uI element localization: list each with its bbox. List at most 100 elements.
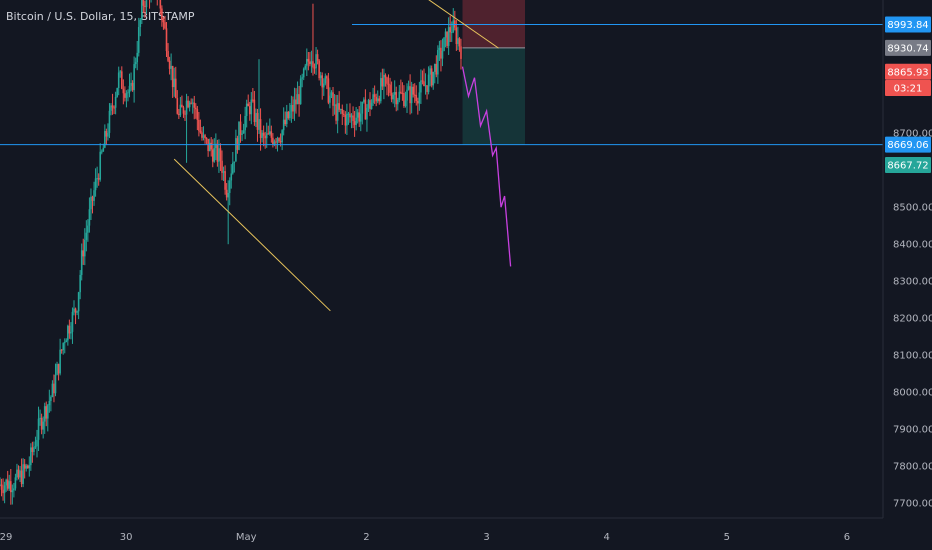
- candle-body: [119, 71, 122, 73]
- candle-body: [179, 104, 182, 116]
- candle-body: [322, 83, 325, 88]
- candle-body: [88, 209, 91, 226]
- candle-body: [427, 74, 430, 92]
- candle-body: [127, 92, 129, 94]
- candle-body: [31, 447, 34, 452]
- candle-body: [14, 477, 17, 489]
- drawing-tools[interactable]: [0, 0, 883, 312]
- candle-body: [114, 96, 117, 108]
- candle-body: [458, 38, 461, 47]
- time-tick-label: 3: [483, 532, 489, 543]
- candle-body: [40, 417, 43, 430]
- candle-body: [298, 94, 300, 105]
- price-tick-label: 8000.00: [893, 388, 932, 399]
- candle-body: [346, 113, 348, 126]
- candle-body: [443, 37, 445, 51]
- candle-body: [178, 113, 180, 116]
- candle-body: [181, 104, 183, 108]
- candle-body: [159, 0, 162, 9]
- time-tick-label: 30: [120, 532, 133, 543]
- candle-body: [393, 92, 396, 95]
- candle-body: [398, 91, 401, 100]
- candle-body: [387, 83, 390, 85]
- candle-body: [293, 99, 296, 112]
- price-badges: 8993.84 8930.74 8865.93 03:21 8669.06 8667.72: [885, 16, 931, 174]
- candle-body: [347, 113, 350, 115]
- candle-body: [460, 46, 462, 59]
- candle-body: [111, 105, 114, 108]
- candle-body: [409, 86, 411, 104]
- candle-body: [164, 22, 166, 29]
- candle-body: [70, 331, 72, 334]
- candle-body: [96, 178, 98, 180]
- candle-body: [335, 104, 337, 121]
- candle-body: [239, 121, 242, 135]
- candle-body: [20, 470, 23, 485]
- candle-body: [228, 180, 231, 193]
- candle-body: [352, 115, 354, 122]
- position-tool[interactable]: [462, 0, 525, 145]
- candle-body: [168, 60, 171, 69]
- candle-body: [279, 141, 282, 143]
- candle-body: [339, 108, 342, 110]
- candle-body: [48, 401, 51, 406]
- time-tick-label: May: [236, 532, 257, 543]
- candle-body: [99, 151, 102, 180]
- candle-body: [208, 142, 211, 151]
- candle-body: [413, 94, 416, 96]
- symbol-title: Bitcoin / U.S. Dollar, 15, BITSTAMP: [6, 10, 195, 23]
- candle-body: [211, 149, 214, 162]
- candle-body: [80, 250, 83, 275]
- take-profit-zone[interactable]: [462, 47, 525, 145]
- candle-body: [299, 78, 302, 105]
- candle-body: [222, 171, 225, 173]
- candle-body: [273, 141, 276, 145]
- candle-body: [404, 100, 407, 107]
- candle-body: [225, 189, 228, 198]
- time-axis[interactable]: 29 30 May 2 3 4 5 6: [0, 517, 883, 543]
- candle-body: [230, 173, 233, 181]
- candle-body: [5, 479, 7, 486]
- candle-body: [302, 68, 305, 78]
- trendline-1[interactable]: [402, 0, 499, 49]
- candle-body: [91, 196, 94, 201]
- candle-body: [255, 112, 257, 123]
- candle-body: [162, 19, 165, 23]
- candle-body: [336, 103, 339, 121]
- trendline-0[interactable]: [173, 158, 331, 312]
- candle-body: [321, 75, 324, 88]
- candle-body: [79, 274, 81, 293]
- candle-body: [174, 78, 177, 99]
- candle-body: [312, 61, 314, 68]
- candle-body: [361, 101, 364, 114]
- candle-body: [403, 93, 405, 107]
- candle-body: [381, 78, 384, 87]
- candle-body: [329, 95, 331, 103]
- candle-body: [392, 94, 394, 100]
- candle-body: [190, 102, 192, 104]
- candle-body: [396, 99, 399, 105]
- stop-loss-zone[interactable]: [462, 0, 525, 48]
- candle-body: [133, 64, 135, 91]
- candle-body: [450, 31, 453, 33]
- candle-body: [384, 74, 387, 78]
- candle-body: [141, 0, 143, 20]
- candle-body: [262, 132, 265, 136]
- candle-body: [326, 76, 328, 79]
- candle-body: [415, 95, 418, 102]
- candle-body: [45, 406, 48, 419]
- candle-body: [433, 63, 436, 72]
- candle-body: [184, 113, 186, 115]
- candle-body: [107, 132, 109, 137]
- projection-path[interactable]: [461, 66, 512, 267]
- price-badge-label: 03:21: [894, 84, 923, 95]
- candle-body: [438, 47, 441, 51]
- candle-body: [233, 161, 236, 163]
- candle-body: [102, 147, 105, 152]
- candle-body: [219, 148, 222, 161]
- candle-body: [242, 130, 245, 134]
- candlestick-series: [0, 0, 462, 505]
- candle-body: [82, 250, 85, 257]
- price-badge-label: 8669.06: [887, 140, 928, 151]
